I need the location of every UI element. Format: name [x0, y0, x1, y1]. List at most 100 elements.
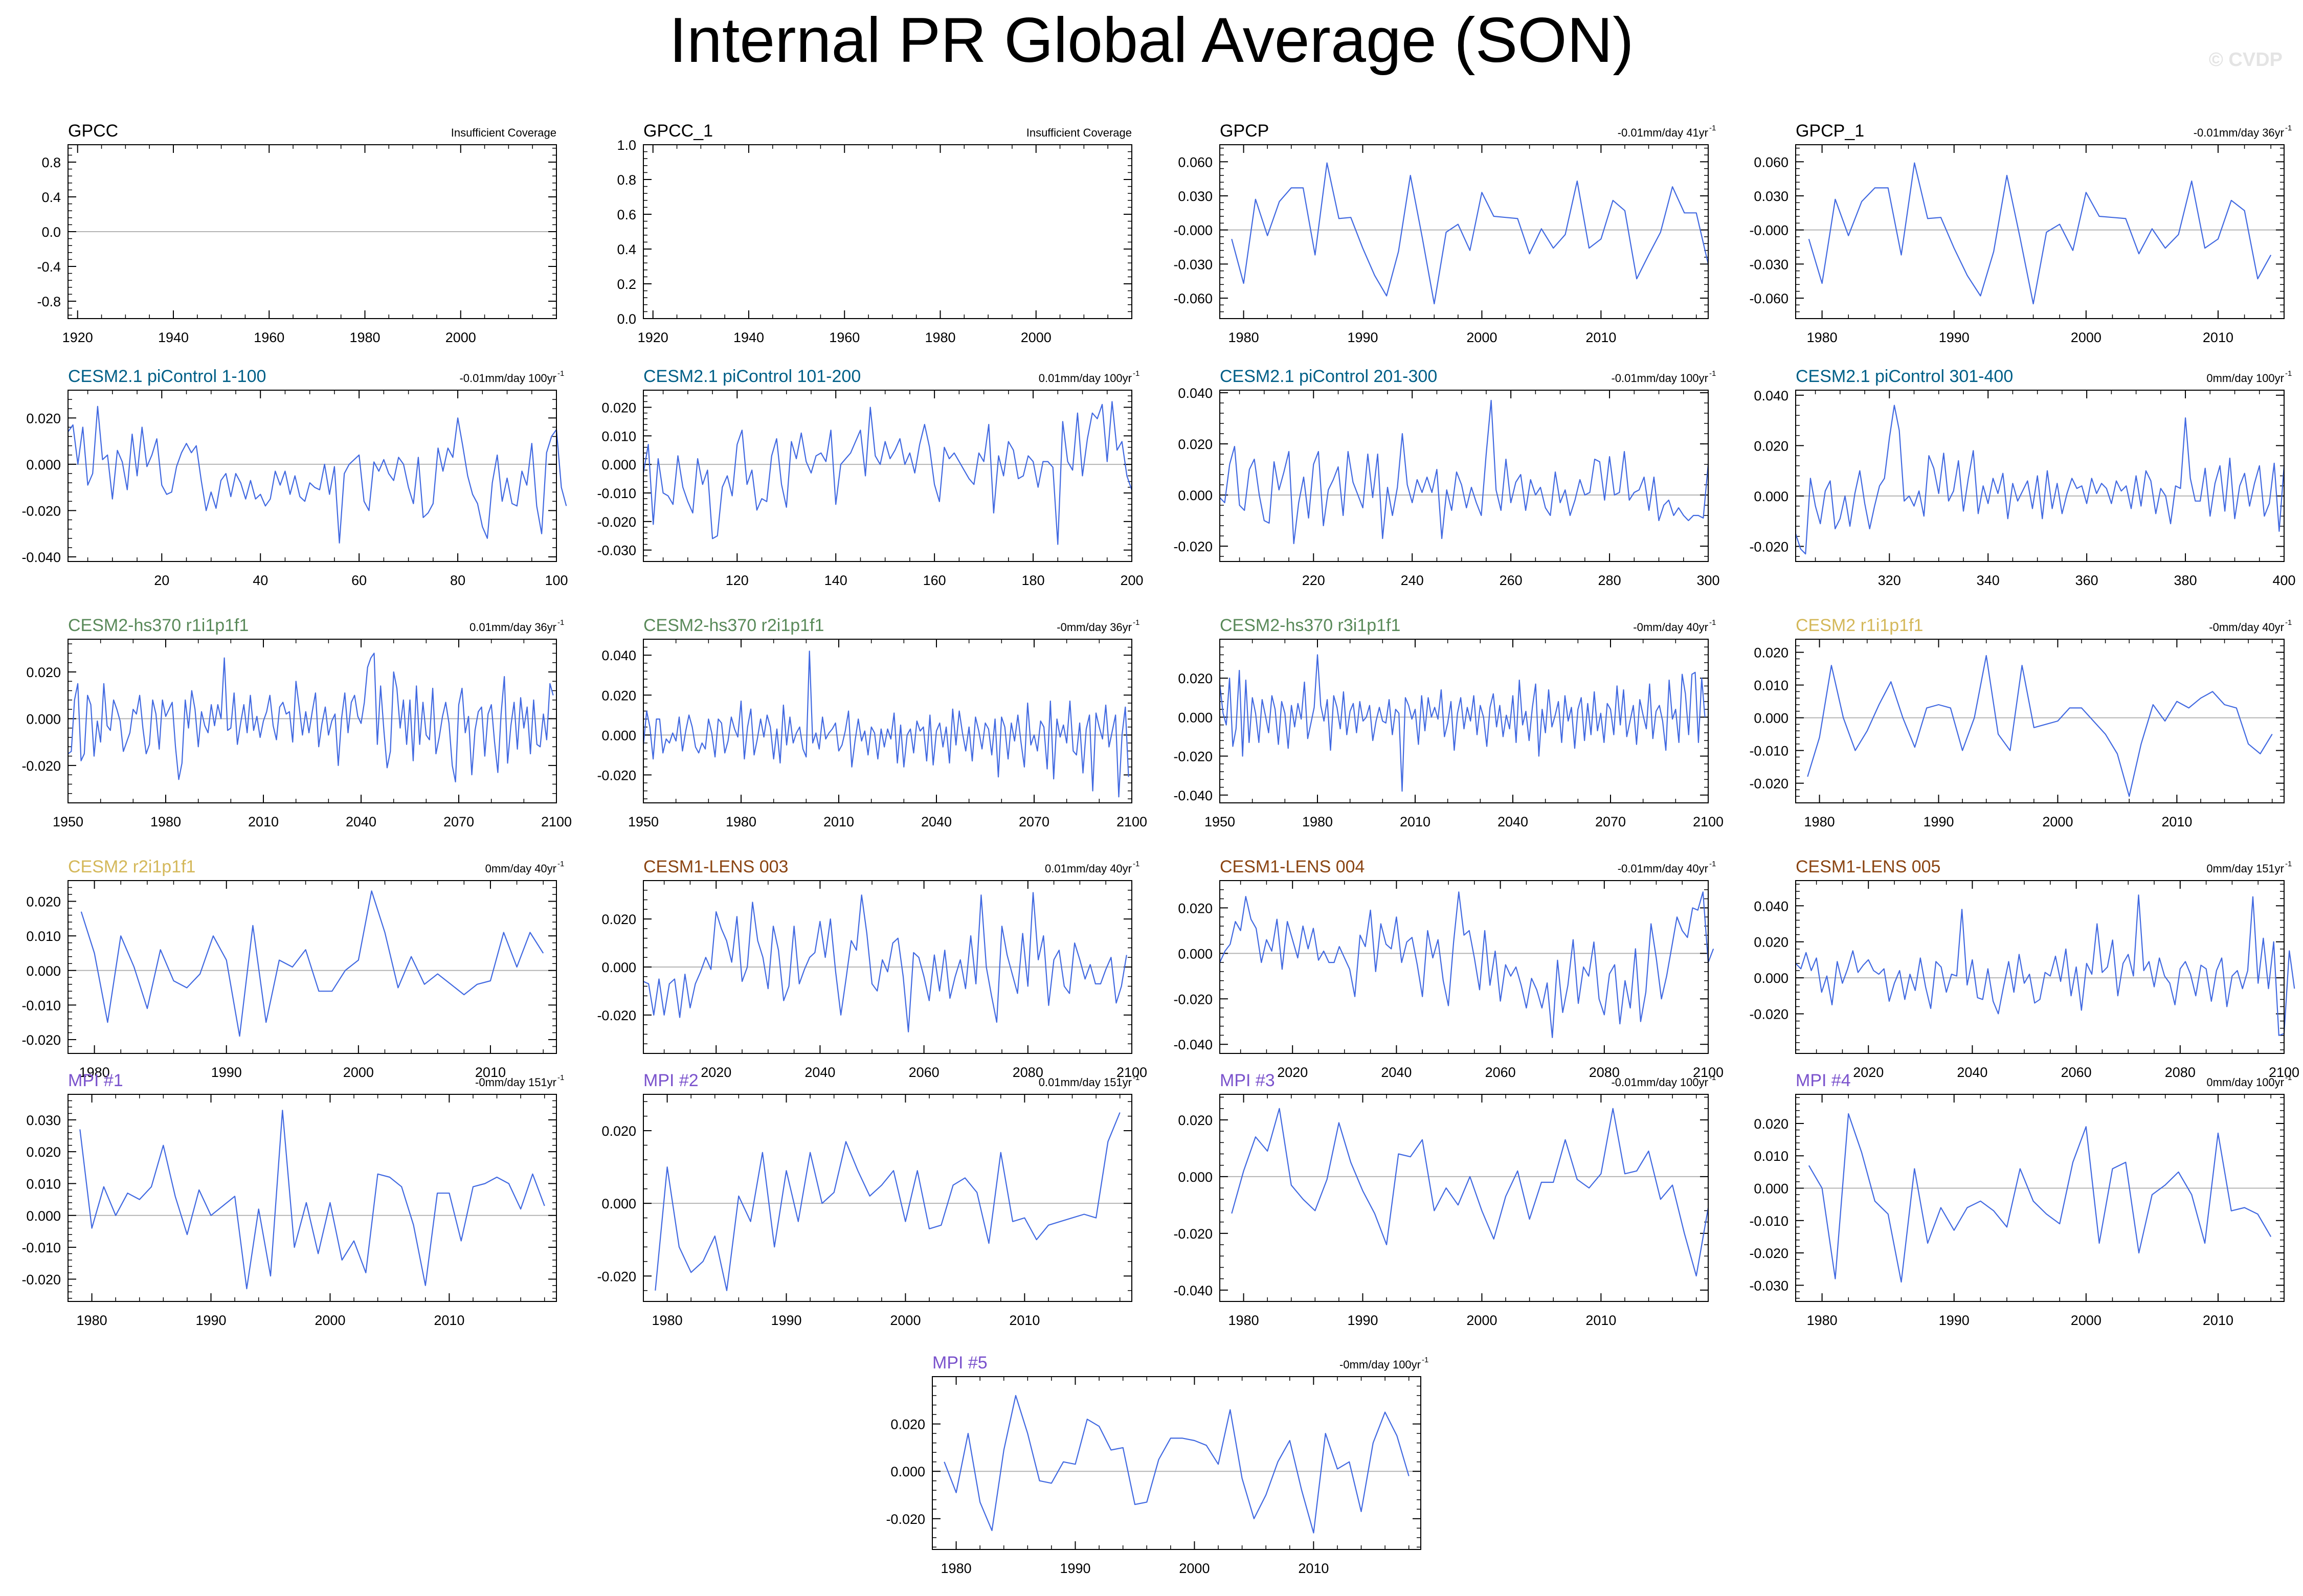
ytick-label: 0.000	[1754, 971, 1788, 986]
ytick-label: 0.020	[26, 894, 61, 910]
ytick-label: 0.010	[26, 929, 61, 944]
panel-trend: 0.01mm/day 100yr	[1039, 372, 1132, 385]
panel-14: CESM1-LENS 003 0.01mm/day 40yr -1-0.0200.0…	[597, 857, 1147, 1080]
ytick-label: -0.010	[1749, 1213, 1788, 1229]
ytick-label: 0.020	[1754, 438, 1788, 454]
trend-exponent: -1	[1422, 1356, 1428, 1364]
plot-frame	[643, 639, 1132, 803]
ytick-label: -0.020	[886, 1512, 925, 1527]
xtick-label: 2040	[921, 814, 952, 829]
series-line	[1219, 399, 1709, 545]
ytick-label: 0.030	[1754, 189, 1788, 204]
panel-trend: 0mm/day 100yr	[2206, 372, 2284, 385]
xtick-label: 2070	[1595, 814, 1626, 829]
ytick-label: -0.020	[21, 503, 61, 519]
xtick-label: 1990	[1939, 1313, 1970, 1328]
panel-18: MPI #2 0.01mm/day 151yr -1 -0.020 0.000 0.020…	[597, 1071, 1139, 1328]
plot-frame	[643, 880, 1132, 1054]
ytick-label: 0.010	[26, 1176, 61, 1192]
xtick-label: 1950	[53, 814, 83, 829]
xtick-label: 2040	[804, 1065, 835, 1080]
ytick-label: -0.8	[37, 294, 61, 309]
trend-exponent: -1	[1709, 860, 1716, 868]
panel-title: CESM1-LENS 004	[1220, 857, 1365, 876]
panel-title: MPI #2	[643, 1071, 699, 1090]
ytick-label: -0.020	[1173, 539, 1213, 554]
xtick-label: 60	[351, 573, 367, 588]
xtick-label: 2010	[1585, 330, 1616, 345]
ytick-label: 0.020	[601, 688, 636, 703]
xtick-label: 2000	[2071, 1313, 2101, 1328]
trend-exponent: -1	[557, 860, 564, 868]
xtick-label: 1980	[77, 1313, 107, 1328]
trend-exponent: -1	[2285, 860, 2292, 868]
panel-title: MPI #4	[1796, 1071, 1851, 1090]
ytick-label: -0.040	[21, 550, 61, 565]
trend-exponent: -1	[1709, 618, 1716, 627]
xtick-label: 100	[545, 573, 568, 588]
series-line	[1231, 1108, 1709, 1277]
xtick-label: 2020	[1277, 1065, 1308, 1080]
trend-exponent: -1	[1133, 369, 1139, 378]
series-line	[1808, 1113, 2272, 1283]
xtick-label: 2100	[1116, 814, 1147, 829]
series-line	[944, 1395, 1410, 1534]
plot-frame	[1795, 390, 2285, 562]
xtick-label: 2000	[2071, 330, 2101, 345]
plot-frame	[1795, 639, 2285, 803]
panel-trend: -0.01mm/day 41yr	[1618, 126, 1708, 139]
xtick-label: 2100	[541, 814, 572, 829]
ytick-label: 0.000	[26, 457, 61, 473]
panel-title: CESM2 r1i1p1f1	[1796, 616, 1923, 635]
ytick-label: -0.040	[1173, 788, 1213, 803]
panel-trend: -0mm/day 40yr	[2209, 621, 2284, 634]
panel-title: CESM2-hs370 r2i1p1f1	[643, 616, 824, 635]
xtick-label: 2010	[1009, 1313, 1040, 1328]
ytick-label: 0.000	[1178, 946, 1213, 961]
panel-trend: -0mm/day 36yr	[1057, 621, 1132, 634]
series-line	[68, 653, 554, 783]
xtick-label: 1990	[1347, 1313, 1378, 1328]
xtick-label: 2010	[1400, 814, 1430, 829]
xtick-label: 1980	[1807, 330, 1838, 345]
ytick-label: -0.010	[597, 486, 636, 501]
plot-frame	[68, 639, 557, 803]
plot-frame	[68, 1094, 557, 1302]
xtick-label: 1980	[1804, 814, 1835, 829]
xtick-label: 1980	[79, 1065, 110, 1080]
ytick-label: -0.030	[597, 543, 636, 558]
plot-frame	[1795, 1094, 2285, 1302]
xtick-label: 1920	[62, 330, 93, 345]
panel-trend: 0mm/day 40yr	[485, 862, 556, 875]
xtick-label: 260	[1500, 573, 1523, 588]
xtick-label: 2040	[346, 814, 376, 829]
panel-5: CESM2.1 piControl 1-100 -0.01mm/day 100yr…	[21, 367, 568, 588]
xtick-label: 2010	[2161, 814, 2192, 829]
plot-frame	[68, 144, 557, 319]
ytick-label: 0.020	[1754, 935, 1788, 950]
panel-title: CESM2.1 piControl 101-200	[643, 367, 861, 386]
trend-exponent: -1	[557, 1073, 564, 1082]
panel-trend: -0mm/day 100yr	[1339, 1358, 1421, 1371]
ytick-label: 0.6	[617, 207, 636, 222]
plot-frame	[1795, 144, 2285, 319]
trend-exponent: -1	[1133, 618, 1139, 627]
panel-trend: 0mm/day 100yr	[2206, 1076, 2284, 1089]
ytick-label: -0.010	[21, 998, 61, 1013]
xtick-label: 1940	[733, 330, 764, 345]
series-line	[1795, 894, 2295, 1036]
panel-trend: Insufficient Coverage	[451, 126, 556, 139]
panel-trend: -0.01mm/day 40yr	[1618, 862, 1708, 875]
xtick-label: 1980	[652, 1313, 683, 1328]
plot-frame	[68, 880, 557, 1054]
trend-exponent: -1	[2285, 124, 2292, 132]
xtick-label: 1990	[1923, 814, 1954, 829]
ytick-label: -0.030	[1749, 1278, 1788, 1293]
panel-trend: -0mm/day 151yr	[475, 1076, 556, 1089]
panel-title: CESM2.1 piControl 1-100	[68, 367, 266, 386]
trend-exponent: -1	[1709, 124, 1716, 132]
trend-exponent: -1	[1709, 1073, 1716, 1082]
xtick-label: 1960	[254, 330, 284, 345]
ytick-label: -0.060	[1173, 291, 1213, 306]
xtick-label: 2040	[1381, 1065, 1412, 1080]
